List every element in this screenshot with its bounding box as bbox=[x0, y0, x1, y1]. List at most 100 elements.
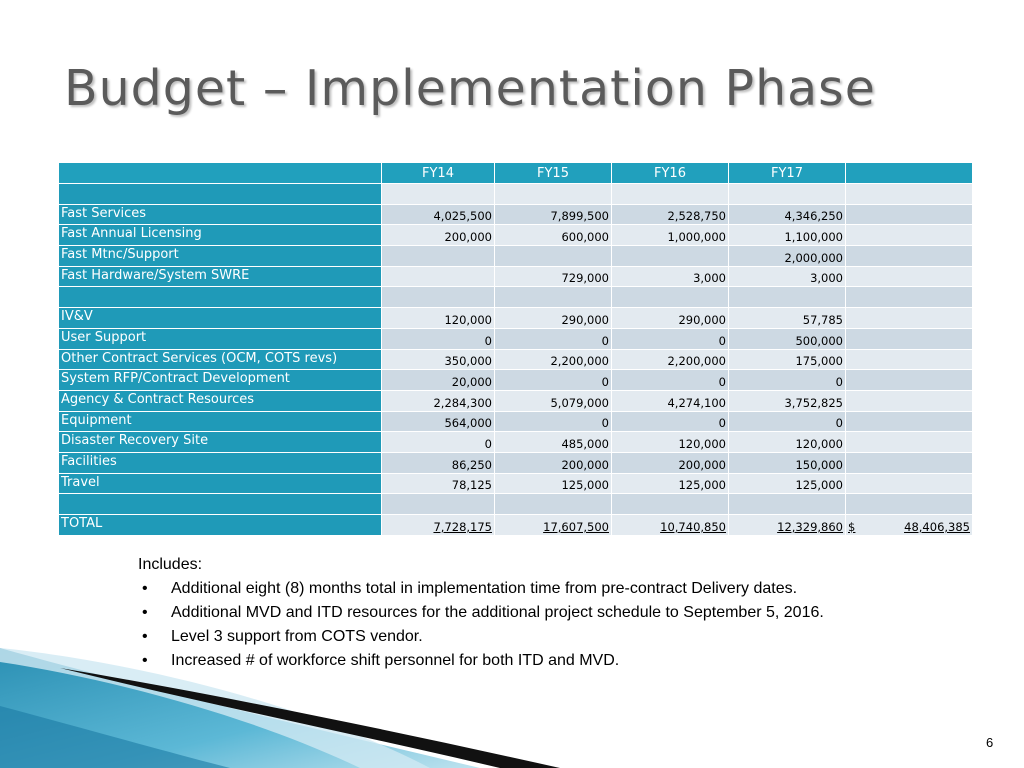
value-cell: 200,000 bbox=[611, 451, 729, 474]
row-label bbox=[58, 493, 382, 515]
value-cell: 78,125 bbox=[381, 472, 495, 495]
budget-table: FY14 FY15 FY16 FY17 Fast Services 4,025,5… bbox=[58, 162, 973, 536]
total-row: TOTAL 7,728,175 17,607,500 10,740,850 12,329… bbox=[58, 514, 973, 536]
header-cell: FY15 bbox=[494, 162, 612, 184]
table-body: Fast Services 4,025,500 7,899,500 2,528,750… bbox=[58, 183, 973, 536]
value-cell: 120,000 bbox=[611, 431, 729, 453]
value-cell bbox=[381, 265, 495, 288]
value-cell bbox=[845, 224, 973, 247]
value-cell bbox=[381, 183, 495, 205]
value-cell bbox=[845, 431, 973, 453]
note-text: Increased # of workforce shift personnel… bbox=[171, 652, 620, 669]
table-row: IV&V 120,000 290,000 290,000 57,785 bbox=[58, 307, 973, 329]
value-cell: 86,250 bbox=[381, 451, 495, 474]
value-cell bbox=[381, 286, 495, 309]
notes-list: • Additional eight (8) months total in im… bbox=[138, 577, 978, 673]
table-row bbox=[58, 183, 973, 205]
value-cell bbox=[845, 410, 973, 433]
value-cell bbox=[845, 286, 973, 309]
row-label: IV&V bbox=[58, 307, 382, 329]
bullet-icon: • bbox=[142, 580, 148, 597]
value-cell: 2,000,000 bbox=[728, 245, 846, 267]
value-cell: 7,899,500 bbox=[494, 203, 612, 226]
row-label: Fast Services bbox=[58, 203, 382, 226]
value-cell: 564,000 bbox=[381, 410, 495, 433]
total-value-cell: 12,329,860 bbox=[728, 514, 846, 536]
total-value-cell: 17,607,500 bbox=[494, 514, 612, 536]
value-cell: 729,000 bbox=[494, 265, 612, 288]
row-label: Disaster Recovery Site bbox=[58, 431, 382, 453]
value-cell: 290,000 bbox=[494, 307, 612, 329]
value-cell: 4,025,500 bbox=[381, 203, 495, 226]
value-cell: 485,000 bbox=[494, 431, 612, 453]
value-cell bbox=[845, 348, 973, 371]
table-row: User Support 0 0 0 500,000 bbox=[58, 327, 973, 350]
value-cell bbox=[845, 307, 973, 329]
header-cell bbox=[58, 162, 382, 184]
bullet-icon: • bbox=[142, 628, 148, 645]
value-cell: 120,000 bbox=[381, 307, 495, 329]
value-cell bbox=[494, 493, 612, 515]
value-cell: 3,000 bbox=[728, 265, 846, 288]
table-row: Agency & Contract Resources 2,284,300 5,07… bbox=[58, 389, 973, 412]
table-row: Travel 78,125 125,000 125,000 125,000 bbox=[58, 472, 973, 495]
note-text: Additional MVD and ITD resources for the… bbox=[171, 604, 824, 621]
table-row bbox=[58, 493, 973, 515]
total-value: 17,607,500 bbox=[543, 519, 609, 534]
value-cell bbox=[611, 286, 729, 309]
table-header-row: FY14 FY15 FY16 FY17 bbox=[58, 162, 973, 184]
value-cell: 350,000 bbox=[381, 348, 495, 371]
value-cell: 3,752,825 bbox=[728, 389, 846, 412]
page-number: 6 bbox=[986, 735, 994, 750]
value-cell: 2,284,300 bbox=[381, 389, 495, 412]
row-label: Fast Annual Licensing bbox=[58, 224, 382, 247]
value-cell: 600,000 bbox=[494, 224, 612, 247]
grand-total-cell: $48,406,385 bbox=[845, 514, 973, 536]
value-cell bbox=[494, 183, 612, 205]
grand-total: $48,406,385 bbox=[848, 520, 970, 534]
value-cell: 2,200,000 bbox=[494, 348, 612, 371]
value-cell: 290,000 bbox=[611, 307, 729, 329]
row-label: Equipment bbox=[58, 410, 382, 433]
value-cell: 0 bbox=[611, 369, 729, 391]
value-cell: 2,528,750 bbox=[611, 203, 729, 226]
value-cell: 0 bbox=[728, 369, 846, 391]
value-cell bbox=[381, 245, 495, 267]
value-cell: 0 bbox=[381, 431, 495, 453]
value-cell bbox=[728, 286, 846, 309]
bullet-icon: • bbox=[142, 604, 148, 621]
value-cell bbox=[728, 183, 846, 205]
total-value: 12,329,860 bbox=[777, 519, 843, 534]
value-cell: 500,000 bbox=[728, 327, 846, 350]
slide-title: Budget – Implementation Phase bbox=[64, 60, 876, 117]
currency-symbol: $ bbox=[848, 519, 856, 534]
value-cell: 125,000 bbox=[728, 472, 846, 495]
value-cell: 175,000 bbox=[728, 348, 846, 371]
table-row: Facilities 86,250 200,000 200,000 150,000 bbox=[58, 451, 973, 474]
value-cell: 20,000 bbox=[381, 369, 495, 391]
value-cell: 1,100,000 bbox=[728, 224, 846, 247]
value-cell bbox=[845, 203, 973, 226]
table-row: Equipment 564,000 0 0 0 bbox=[58, 410, 973, 433]
value-cell bbox=[845, 265, 973, 288]
header-cell: FY14 bbox=[381, 162, 495, 184]
value-cell: 0 bbox=[494, 410, 612, 433]
note-item: • Level 3 support from COTS vendor. bbox=[138, 625, 978, 649]
value-cell: 4,346,250 bbox=[728, 203, 846, 226]
value-cell bbox=[494, 286, 612, 309]
total-value-cell: 7,728,175 bbox=[381, 514, 495, 536]
value-cell bbox=[845, 183, 973, 205]
value-cell bbox=[845, 493, 973, 515]
notes-block: Includes: • Additional eight (8) months t… bbox=[138, 553, 978, 673]
table-row: System RFP/Contract Development 20,000 0 0 0 bbox=[58, 369, 973, 391]
value-cell bbox=[494, 245, 612, 267]
table-row bbox=[58, 286, 973, 309]
value-cell: 5,079,000 bbox=[494, 389, 612, 412]
value-cell bbox=[845, 472, 973, 495]
notes-heading: Includes: bbox=[138, 556, 203, 573]
row-label: Other Contract Services (OCM, COTS revs) bbox=[58, 348, 382, 371]
value-cell bbox=[845, 327, 973, 350]
row-label: Facilities bbox=[58, 451, 382, 474]
value-cell bbox=[611, 183, 729, 205]
table-row: Fast Mtnc/Support 2,000,000 bbox=[58, 245, 973, 267]
